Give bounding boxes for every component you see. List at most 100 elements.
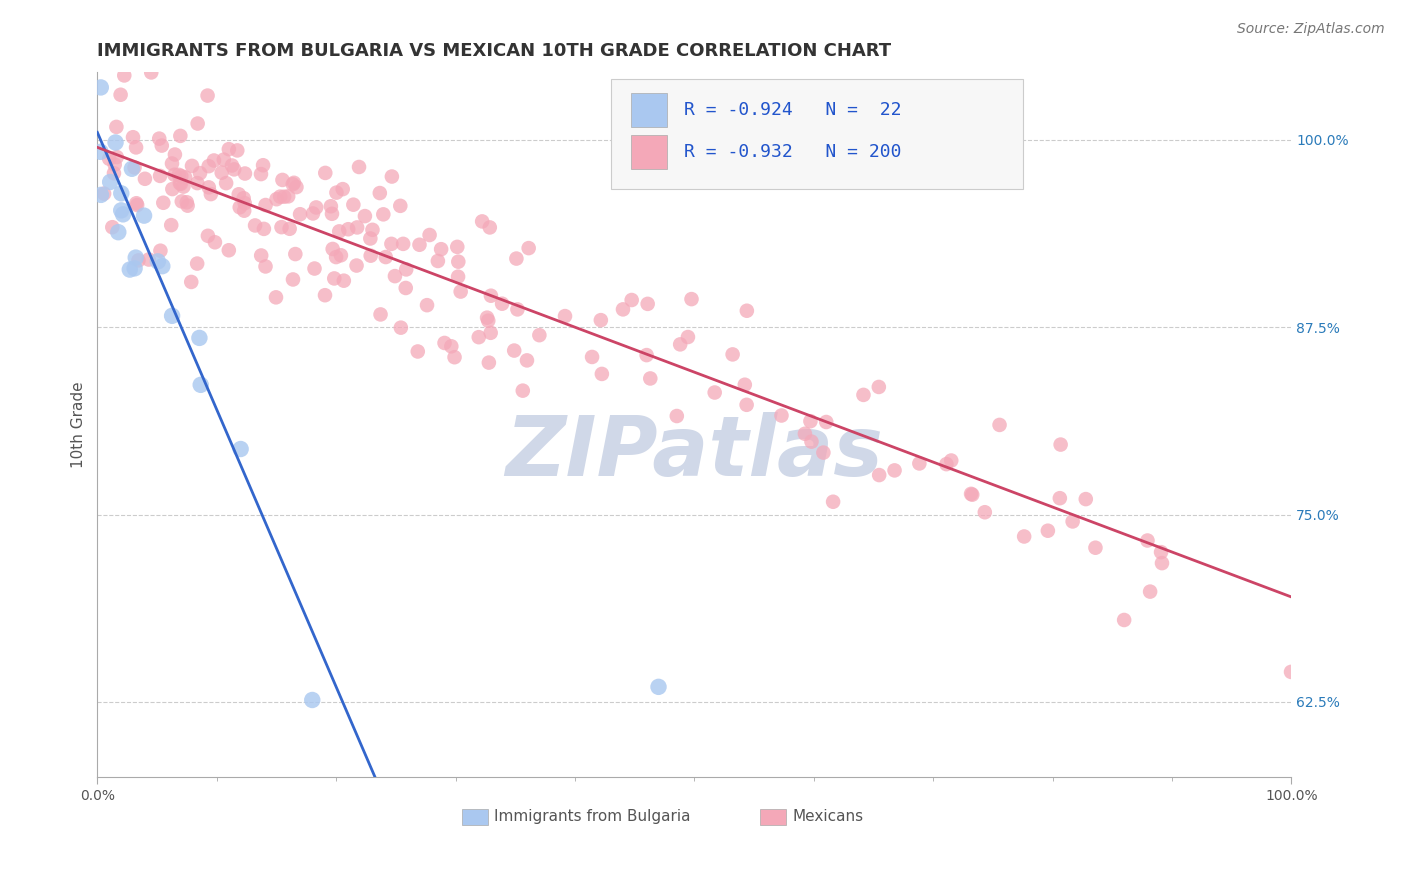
Point — [471, 214, 494, 228]
Text: R = -0.932   N = 200: R = -0.932 N = 200 — [683, 143, 901, 161]
Point — [1114, 613, 1136, 627]
Point — [215, 176, 238, 190]
Point — [793, 426, 815, 441]
Point — [337, 222, 360, 236]
Point — [250, 248, 273, 262]
Bar — [461, 809, 488, 825]
Point — [288, 207, 311, 221]
Point — [325, 250, 347, 264]
Point — [636, 348, 658, 362]
Point — [202, 153, 225, 168]
Point — [770, 409, 793, 423]
Point — [180, 275, 202, 289]
Point — [101, 220, 124, 235]
Point — [447, 254, 470, 268]
Point — [224, 162, 246, 177]
Point — [503, 343, 526, 358]
Point — [229, 442, 252, 456]
Point — [107, 225, 129, 239]
Point — [176, 199, 198, 213]
Point — [104, 158, 127, 172]
Point — [138, 252, 160, 267]
Point — [197, 159, 219, 173]
Point — [314, 166, 336, 180]
Point — [211, 166, 233, 180]
Point — [665, 409, 688, 423]
Point — [229, 200, 252, 214]
Point — [384, 269, 406, 284]
Point — [188, 166, 211, 180]
Point — [163, 168, 186, 182]
Point — [98, 175, 121, 189]
Point — [395, 281, 418, 295]
Point — [1139, 584, 1161, 599]
Point — [1012, 529, 1035, 543]
Point — [1150, 545, 1173, 559]
Point — [319, 199, 342, 213]
Point — [505, 252, 527, 266]
Point — [305, 201, 328, 215]
Point — [186, 176, 208, 190]
Point — [301, 693, 323, 707]
Point — [430, 242, 453, 256]
Point — [134, 171, 156, 186]
Point — [332, 182, 354, 196]
Point — [127, 253, 149, 268]
Point — [475, 310, 498, 325]
Text: R = -0.924   N =  22: R = -0.924 N = 22 — [683, 101, 901, 119]
Point — [852, 388, 875, 402]
Point — [150, 259, 173, 273]
Point — [174, 170, 197, 185]
Point — [347, 160, 370, 174]
Point — [266, 192, 288, 206]
Point — [278, 221, 301, 235]
Point — [813, 445, 835, 459]
Point — [187, 116, 209, 130]
Point — [169, 128, 191, 143]
Point — [121, 161, 143, 176]
Point — [112, 207, 135, 221]
Point — [127, 198, 149, 212]
Point — [169, 176, 191, 190]
Bar — [631, 93, 666, 127]
FancyBboxPatch shape — [610, 79, 1022, 188]
Point — [212, 153, 235, 167]
Point — [395, 262, 418, 277]
Point — [381, 169, 404, 184]
Point — [360, 249, 382, 263]
Point — [89, 145, 111, 159]
Point — [361, 223, 384, 237]
Point — [302, 206, 325, 220]
Point — [346, 220, 368, 235]
Point — [172, 179, 194, 194]
Point — [612, 302, 634, 317]
Point — [419, 227, 441, 242]
Text: IMMIGRANTS FROM BULGARIA VS MEXICAN 10TH GRADE CORRELATION CHART: IMMIGRANTS FROM BULGARIA VS MEXICAN 10TH… — [97, 42, 891, 60]
Point — [676, 330, 699, 344]
Point — [226, 144, 249, 158]
Point — [669, 337, 692, 351]
Point — [149, 244, 172, 258]
Point — [271, 173, 294, 187]
Point — [868, 468, 890, 483]
Point — [98, 152, 121, 166]
Point — [176, 195, 198, 210]
Point — [591, 367, 613, 381]
Point — [389, 199, 412, 213]
Point — [110, 186, 132, 201]
Point — [883, 463, 905, 477]
Point — [110, 203, 132, 218]
Point — [141, 65, 163, 79]
Point — [160, 156, 183, 170]
Point — [170, 169, 193, 183]
Point — [243, 219, 266, 233]
Point — [325, 186, 347, 200]
Point — [478, 220, 501, 235]
Point — [218, 142, 240, 156]
Point — [516, 353, 538, 368]
Point — [477, 314, 499, 328]
Point — [93, 186, 115, 201]
Point — [721, 347, 744, 361]
Point — [589, 313, 612, 327]
Point — [329, 248, 352, 262]
